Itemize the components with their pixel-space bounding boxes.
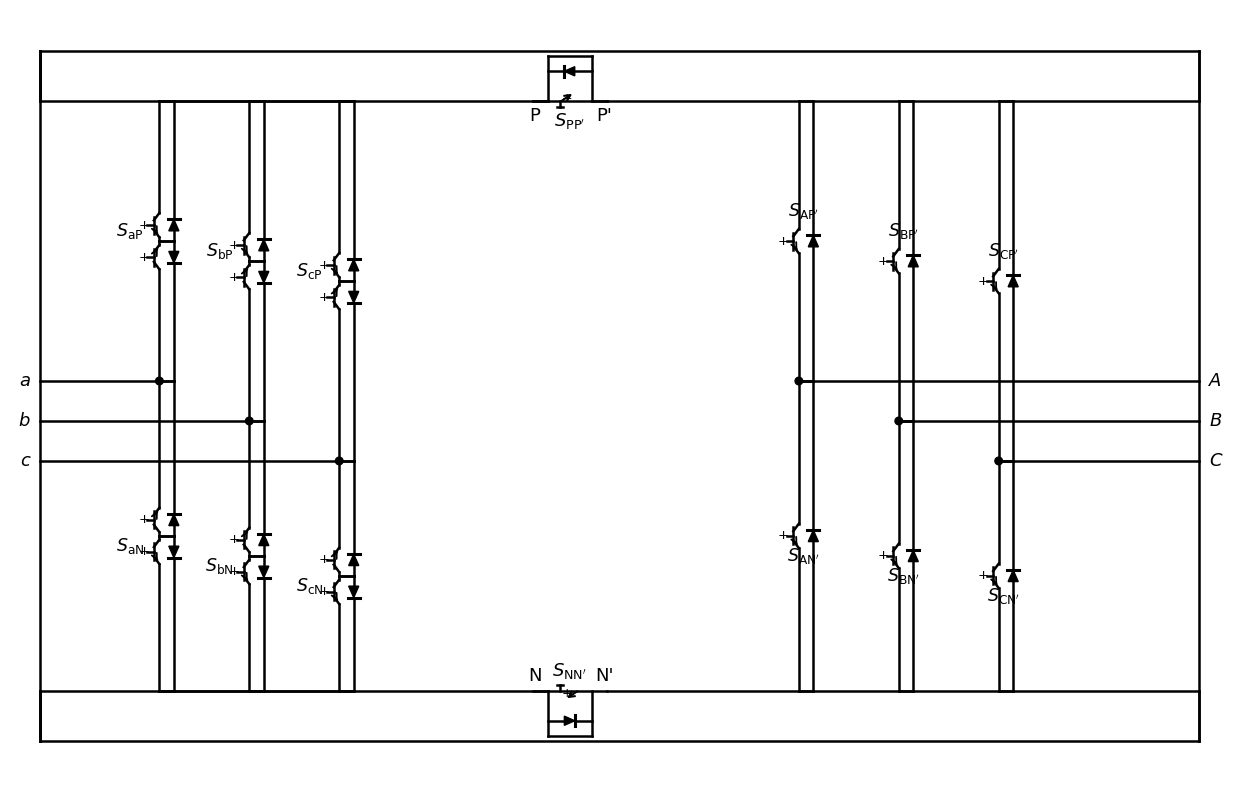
Text: +: + bbox=[318, 554, 330, 566]
Polygon shape bbox=[348, 260, 359, 271]
Circle shape bbox=[995, 457, 1002, 465]
Circle shape bbox=[795, 377, 803, 385]
Text: P': P' bbox=[596, 107, 612, 125]
Circle shape bbox=[336, 457, 343, 465]
Polygon shape bbox=[564, 716, 575, 725]
Text: $S_{\rm PP'}$: $S_{\rm PP'}$ bbox=[554, 111, 585, 131]
Text: +: + bbox=[778, 234, 789, 248]
Text: +: + bbox=[878, 550, 890, 562]
Text: +: + bbox=[318, 585, 330, 598]
Text: +: + bbox=[139, 546, 150, 558]
Text: $S_{\rm CP'}$: $S_{\rm CP'}$ bbox=[987, 241, 1018, 261]
Text: $S_{\rm cN}$: $S_{\rm cN}$ bbox=[296, 576, 323, 596]
Text: $S_{\rm AN'}$: $S_{\rm AN'}$ bbox=[787, 546, 820, 565]
Text: $S_{\rm aP}$: $S_{\rm aP}$ bbox=[116, 221, 144, 241]
Polygon shape bbox=[908, 255, 918, 267]
Text: $S_{\rm bP}$: $S_{\rm bP}$ bbox=[206, 241, 234, 261]
Text: A: A bbox=[1209, 372, 1222, 390]
Polygon shape bbox=[169, 219, 178, 230]
Text: $S_{\rm cP}$: $S_{\rm cP}$ bbox=[296, 261, 323, 281]
Polygon shape bbox=[259, 534, 269, 546]
Text: +: + bbox=[139, 219, 150, 231]
Text: N: N bbox=[528, 667, 541, 685]
Text: +: + bbox=[318, 291, 330, 303]
Text: +: + bbox=[139, 250, 150, 264]
Text: +: + bbox=[778, 529, 789, 543]
Text: +: + bbox=[978, 569, 989, 582]
Text: +: + bbox=[878, 254, 890, 268]
Polygon shape bbox=[808, 530, 819, 542]
Text: c: c bbox=[20, 452, 30, 470]
Text: +: + bbox=[228, 533, 239, 546]
Text: +: + bbox=[228, 238, 239, 252]
Text: +: + bbox=[139, 513, 150, 527]
Text: B: B bbox=[1209, 412, 1222, 430]
Text: $S_{\rm bN}$: $S_{\rm bN}$ bbox=[206, 556, 234, 576]
Polygon shape bbox=[1009, 570, 1018, 581]
Polygon shape bbox=[348, 586, 359, 597]
Polygon shape bbox=[348, 291, 359, 303]
Text: $S_{\rm CN'}$: $S_{\rm CN'}$ bbox=[986, 586, 1020, 606]
Text: $S_{\rm aN}$: $S_{\rm aN}$ bbox=[115, 536, 144, 556]
Text: +: + bbox=[561, 92, 572, 105]
Text: $S_{\rm NN'}$: $S_{\rm NN'}$ bbox=[553, 661, 587, 681]
Polygon shape bbox=[1009, 276, 1018, 287]
Circle shape bbox=[245, 417, 253, 425]
Text: +: + bbox=[228, 271, 239, 284]
Polygon shape bbox=[169, 251, 178, 263]
Polygon shape bbox=[908, 550, 918, 562]
Circle shape bbox=[895, 417, 902, 425]
Text: +: + bbox=[561, 687, 572, 700]
Text: $S_{\rm BP'}$: $S_{\rm BP'}$ bbox=[887, 221, 919, 241]
Polygon shape bbox=[348, 554, 359, 565]
Text: +: + bbox=[228, 565, 239, 578]
Polygon shape bbox=[564, 67, 575, 76]
Text: $S_{\rm BN'}$: $S_{\rm BN'}$ bbox=[887, 565, 919, 586]
Text: P: P bbox=[529, 107, 540, 125]
Text: +: + bbox=[318, 259, 330, 272]
Circle shape bbox=[156, 377, 164, 385]
Polygon shape bbox=[259, 272, 269, 283]
Polygon shape bbox=[808, 235, 819, 247]
Text: b: b bbox=[19, 412, 30, 430]
Text: +: + bbox=[978, 275, 989, 287]
Polygon shape bbox=[169, 546, 178, 558]
Text: a: a bbox=[19, 372, 30, 390]
Text: N': N' bbox=[595, 667, 613, 685]
Polygon shape bbox=[259, 566, 269, 577]
Text: $S_{\rm AP'}$: $S_{\rm AP'}$ bbox=[788, 201, 819, 221]
Polygon shape bbox=[259, 239, 269, 251]
Polygon shape bbox=[169, 514, 178, 526]
Text: C: C bbox=[1209, 452, 1222, 470]
